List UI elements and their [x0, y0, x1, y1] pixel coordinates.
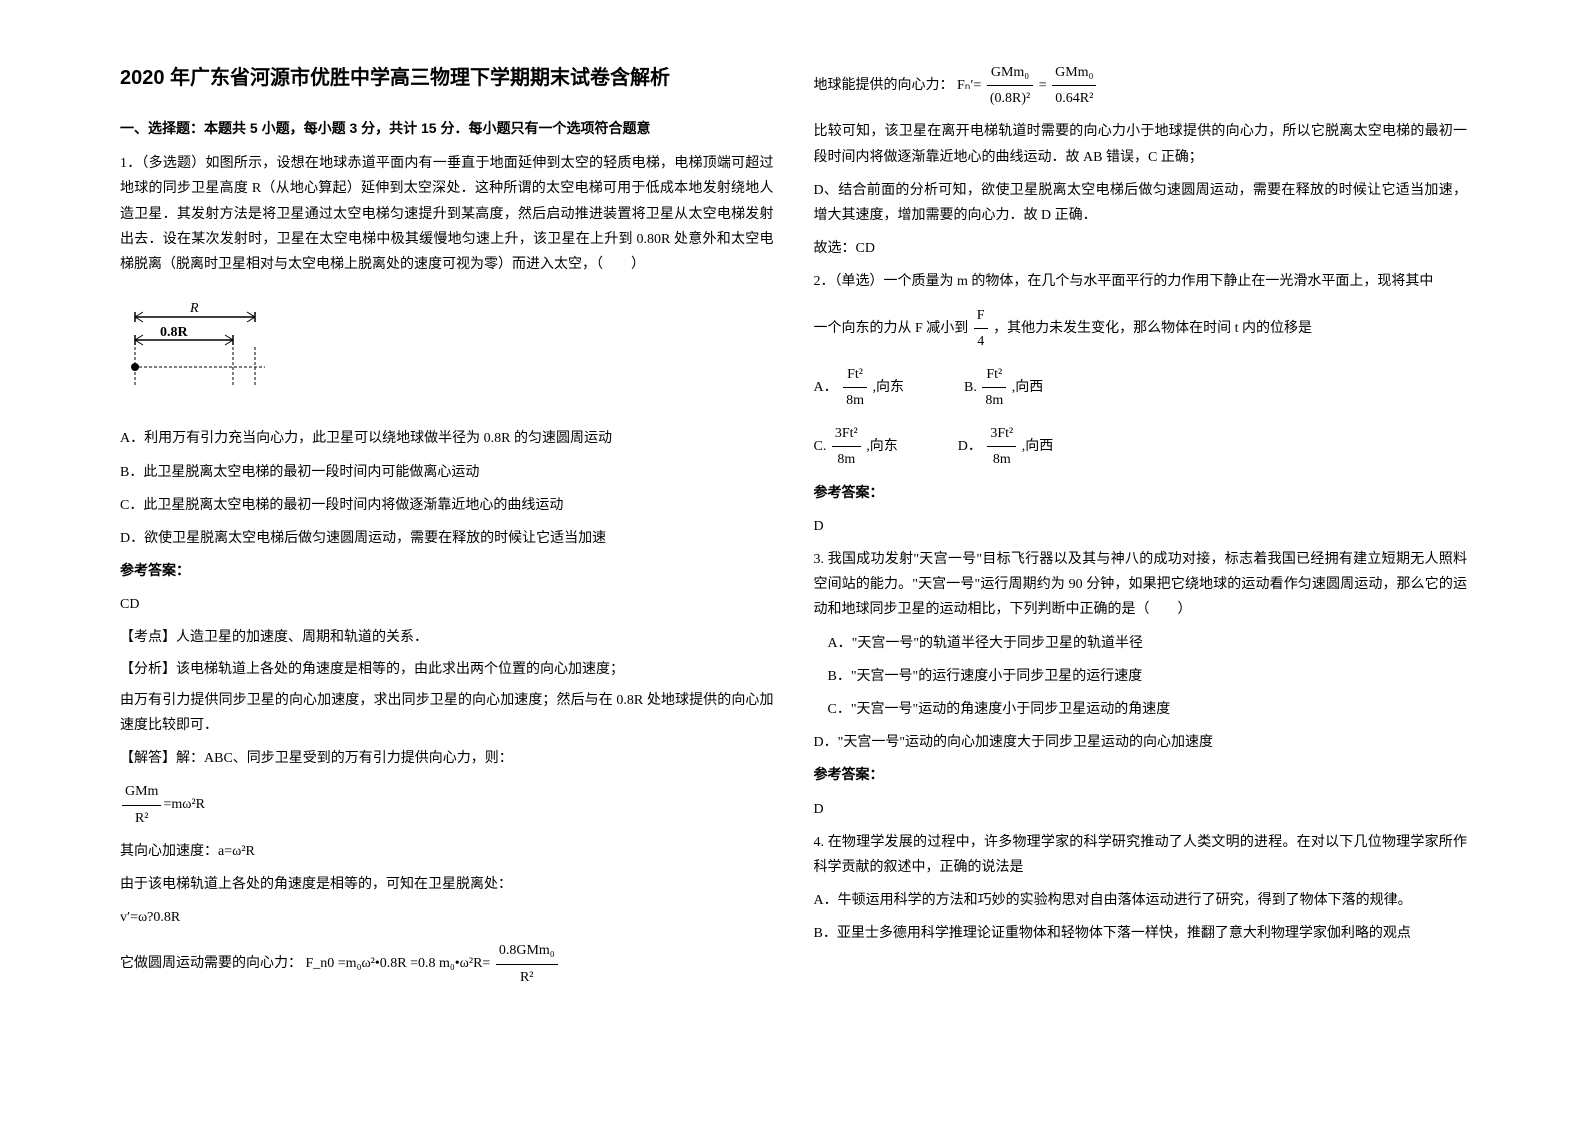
q3-answer-label: 参考答案：	[814, 763, 1468, 788]
svg-text:0.8R: 0.8R	[160, 325, 189, 340]
q4-optA: A．牛顿运用科学的方法和巧妙的实验构思对自由落体运动进行了研究，得到了物体下落的…	[814, 888, 1468, 913]
q1-stem: 1．（多选题）如图所示，设想在地球赤道平面内有一垂直于地面延伸到太空的轻质电梯，…	[120, 151, 774, 277]
q1-diagram: R 0.8R	[120, 287, 774, 416]
q2-stem: 2．（单选）一个质量为 m 的物体，在几个与水平面平行的力作用下静止在一光滑水平…	[814, 269, 1468, 294]
q3-answer: D	[814, 797, 1468, 822]
q1-solve-label: 【解答】解：ABC、同步卫星受到的万有引力提供向心力，则：	[120, 746, 774, 771]
q3-optB: B．"天宫一号"的运行速度小于同步卫星的运行速度	[814, 664, 1468, 689]
q3-stem: 3. 我国成功发射"天宫一号"目标飞行器以及其与神八的成功对接，标志着我国已经拥…	[814, 547, 1468, 623]
q1-line3: v′=ω?0.8R	[120, 905, 774, 930]
q1-optC: C．此卫星脱离太空电梯的最初一段时间内将做逐渐靠近地心的曲线运动	[120, 493, 774, 518]
svg-text:R: R	[189, 301, 199, 316]
q1-line4: 它做圆周运动需要的向心力： F_n0 =m₀ω²•0.8R =0.8 m₀•ω²…	[120, 938, 774, 989]
q1-optD: D．欲使卫星脱离太空电梯后做匀速圆周运动，需要在释放的时候让它适当加速	[120, 526, 774, 551]
q1-analysis1: 由万有引力提供同步卫星的向心加速度，求出同步卫星的向心加速度；然后与在 0.8R…	[120, 688, 774, 738]
exam-title: 2020 年广东省河源市优胜中学高三物理下学期期末试卷含解析	[120, 60, 774, 96]
col2-para3: 故选：CD	[814, 236, 1468, 261]
col2-line1: 地球能提供的向心力： Fₙ′= GMm₀ (0.8R)² = GMm₀ 0.64…	[814, 60, 1468, 111]
q2-optC: C. 3Ft² 8m ,向东	[814, 421, 898, 472]
q4-optB: B．亚里士多德用科学推理论证重物体和轻物体下落一样快，推翻了意大利物理学家伽利略…	[814, 921, 1468, 946]
q1-analysis-label: 【分析】该电梯轨道上各处的角速度是相等的，由此求出两个位置的向心加速度；	[120, 657, 774, 682]
col2-para2: D、结合前面的分析可知，欲使卫星脱离太空电梯后做匀速圆周运动，需要在释放的时候让…	[814, 178, 1468, 228]
q4-stem: 4. 在物理学发展的过程中，许多物理学家的科学研究推动了人类文明的进程。在对以下…	[814, 830, 1468, 880]
q1-line2: 由于该电梯轨道上各处的角速度是相等的，可知在卫星脱离处：	[120, 872, 774, 897]
q2-optA: A． Ft² 8m ,向东	[814, 362, 905, 413]
q1-optB: B．此卫星脱离太空电梯的最初一段时间内可能做离心运动	[120, 460, 774, 485]
q1-answer: CD	[120, 592, 774, 617]
q2-answer-label: 参考答案：	[814, 481, 1468, 506]
q2-stem2: 一个向东的力从 F 减小到 F 4 ，其他力未发生变化，那么物体在时间 t 内的…	[814, 303, 1468, 354]
q1-optA: A．利用万有引力充当向心力，此卫星可以绕地球做半径为 0.8R 的匀速圆周运动	[120, 426, 774, 451]
q3-optC: C．"天宫一号"运动的角速度小于同步卫星运动的角速度	[814, 697, 1468, 722]
q3-optA: A．"天宫一号"的轨道半径大于同步卫星的轨道半径	[814, 631, 1468, 656]
q2-optB: B. Ft² 8m ,向西	[964, 362, 1043, 413]
q1-line1: 其向心加速度：a=ω²R	[120, 839, 774, 864]
q3-optD: D．"天宫一号"运动的向心加速度大于同步卫星运动的向心加速度	[814, 730, 1468, 755]
col2-para1: 比较可知，该卫星在离开电梯轨道时需要的向心力小于地球提供的向心力，所以它脱离太空…	[814, 119, 1468, 169]
q2-optD: D． 3Ft² 8m ,向西	[958, 421, 1054, 472]
q1-answer-label: 参考答案：	[120, 559, 774, 584]
section-header: 一、选择题：本题共 5 小题，每小题 3 分，共计 15 分．每小题只有一个选项…	[120, 116, 774, 141]
q1-formula1: GMm R² =mω²R	[120, 779, 774, 830]
q1-point: 【考点】人造卫星的加速度、周期和轨道的关系．	[120, 625, 774, 650]
q2-answer: D	[814, 514, 1468, 539]
